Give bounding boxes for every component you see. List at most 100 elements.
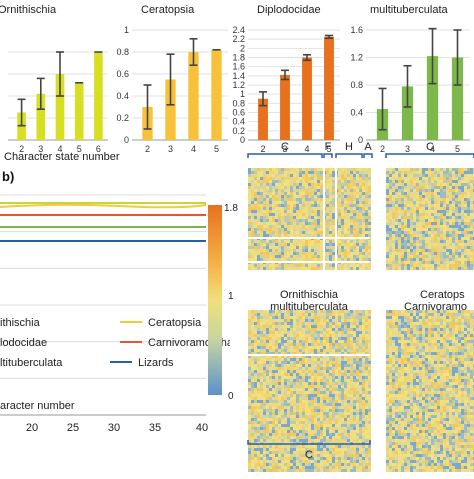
- heatmap-cell: [455, 240, 458, 243]
- heatmap-cell: [446, 255, 449, 258]
- heatmap-cell: [329, 255, 332, 258]
- heatmap-cell: [344, 427, 347, 430]
- heatmap-cell: [335, 463, 338, 466]
- heatmap-cell: [317, 373, 320, 376]
- heatmap-cell: [458, 225, 461, 228]
- heatmap-cell: [284, 376, 287, 379]
- heatmap-cell: [260, 400, 263, 403]
- heatmap-cell: [395, 234, 398, 237]
- heatmap-cell: [347, 231, 350, 234]
- heatmap-cell: [305, 400, 308, 403]
- x-tick-label: 25: [67, 422, 79, 434]
- heatmap-cell: [320, 448, 323, 451]
- heatmap-cell: [359, 469, 362, 472]
- heatmap-cell: [269, 225, 272, 228]
- heatmap-cell: [251, 448, 254, 451]
- heatmap-cell: [416, 225, 419, 228]
- heatmap-cell: [278, 252, 281, 255]
- heatmap-cell: [251, 207, 254, 210]
- heatmap-cell: [368, 415, 371, 418]
- heatmap-cell: [284, 334, 287, 337]
- heatmap-cell: [356, 373, 359, 376]
- heatmap-cell: [260, 463, 263, 466]
- heatmap-cell: [428, 231, 431, 234]
- heatmap-cell: [311, 409, 314, 412]
- heatmap-cell: [284, 322, 287, 325]
- heatmap-cell: [302, 322, 305, 325]
- y-tick-label: 1.6: [350, 25, 363, 35]
- heatmap-cell: [359, 340, 362, 343]
- heatmap-cell: [260, 174, 263, 177]
- heatmap-cell: [251, 427, 254, 430]
- heatmap-cell: [314, 331, 317, 334]
- heatmap-cell: [287, 174, 290, 177]
- heatmap-cell: [248, 219, 251, 222]
- heatmap-cell: [284, 439, 287, 442]
- heatmap-cell: [302, 403, 305, 406]
- heatmap-cell: [281, 319, 284, 322]
- y-tick-label: 1: [240, 89, 245, 99]
- heatmap-cell: [335, 346, 338, 349]
- heatmap-cell: [389, 267, 392, 270]
- heatmap-cell: [461, 267, 464, 270]
- heatmap-cell: [263, 234, 266, 237]
- heatmap-cell: [266, 469, 269, 472]
- heatmap-cell: [254, 412, 257, 415]
- heatmap-cell: [341, 264, 344, 267]
- heatmap-cell: [296, 219, 299, 222]
- heatmap-cell: [269, 454, 272, 457]
- heatmap-cell: [425, 252, 428, 255]
- heatmap-cell: [257, 424, 260, 427]
- heatmap-cell: [338, 385, 341, 388]
- heatmap-cell: [416, 255, 419, 258]
- heatmap-cell: [356, 337, 359, 340]
- heatmap-cell: [362, 427, 365, 430]
- heatmap-cell: [281, 183, 284, 186]
- heatmap-cell: [368, 213, 371, 216]
- heatmap-cell: [464, 267, 467, 270]
- heatmap-cell: [320, 219, 323, 222]
- heatmap-cell: [305, 240, 308, 243]
- heatmap-cell: [443, 204, 446, 207]
- heatmap-cell: [344, 418, 347, 421]
- heatmap-cell: [251, 445, 254, 448]
- heatmap-cell: [284, 255, 287, 258]
- heatmap-cell: [425, 186, 428, 189]
- heatmap-cell: [461, 207, 464, 210]
- heatmap-cell: [335, 427, 338, 430]
- heatmap-cell: [443, 313, 446, 316]
- heatmap-cell: [326, 177, 329, 180]
- heatmap-cell: [452, 168, 455, 171]
- heatmap-cell: [353, 376, 356, 379]
- heatmap-cell: [368, 177, 371, 180]
- heatmap-cell: [362, 264, 365, 267]
- heatmap-cell: [317, 370, 320, 373]
- heatmap-cell: [461, 249, 464, 252]
- heatmap-cell: [314, 340, 317, 343]
- heatmap-cell: [368, 180, 371, 183]
- heatmap-cell: [365, 415, 368, 418]
- heatmap-cell: [248, 195, 251, 198]
- heatmap-cell: [329, 180, 332, 183]
- heatmap-cell: [350, 337, 353, 340]
- heatmap-cell: [398, 237, 401, 240]
- heatmap-cell: [296, 246, 299, 249]
- heatmap-cell: [299, 388, 302, 391]
- heatmap-cell: [362, 373, 365, 376]
- heatmap-cell: [401, 264, 404, 267]
- heatmap-cell: [296, 177, 299, 180]
- heatmap-cell: [440, 258, 443, 261]
- heatmap-cell: [329, 343, 332, 346]
- heatmap-cell: [344, 234, 347, 237]
- heatmap-cell: [290, 264, 293, 267]
- heatmap-cell: [434, 225, 437, 228]
- heatmap-cell: [359, 343, 362, 346]
- heatmap-cell: [365, 418, 368, 421]
- heatmap-cell: [290, 361, 293, 364]
- heatmap-cell: [332, 343, 335, 346]
- heatmap-cell: [296, 349, 299, 352]
- heatmap-cell: [272, 234, 275, 237]
- heatmap-cell: [293, 400, 296, 403]
- heatmap-cell: [284, 225, 287, 228]
